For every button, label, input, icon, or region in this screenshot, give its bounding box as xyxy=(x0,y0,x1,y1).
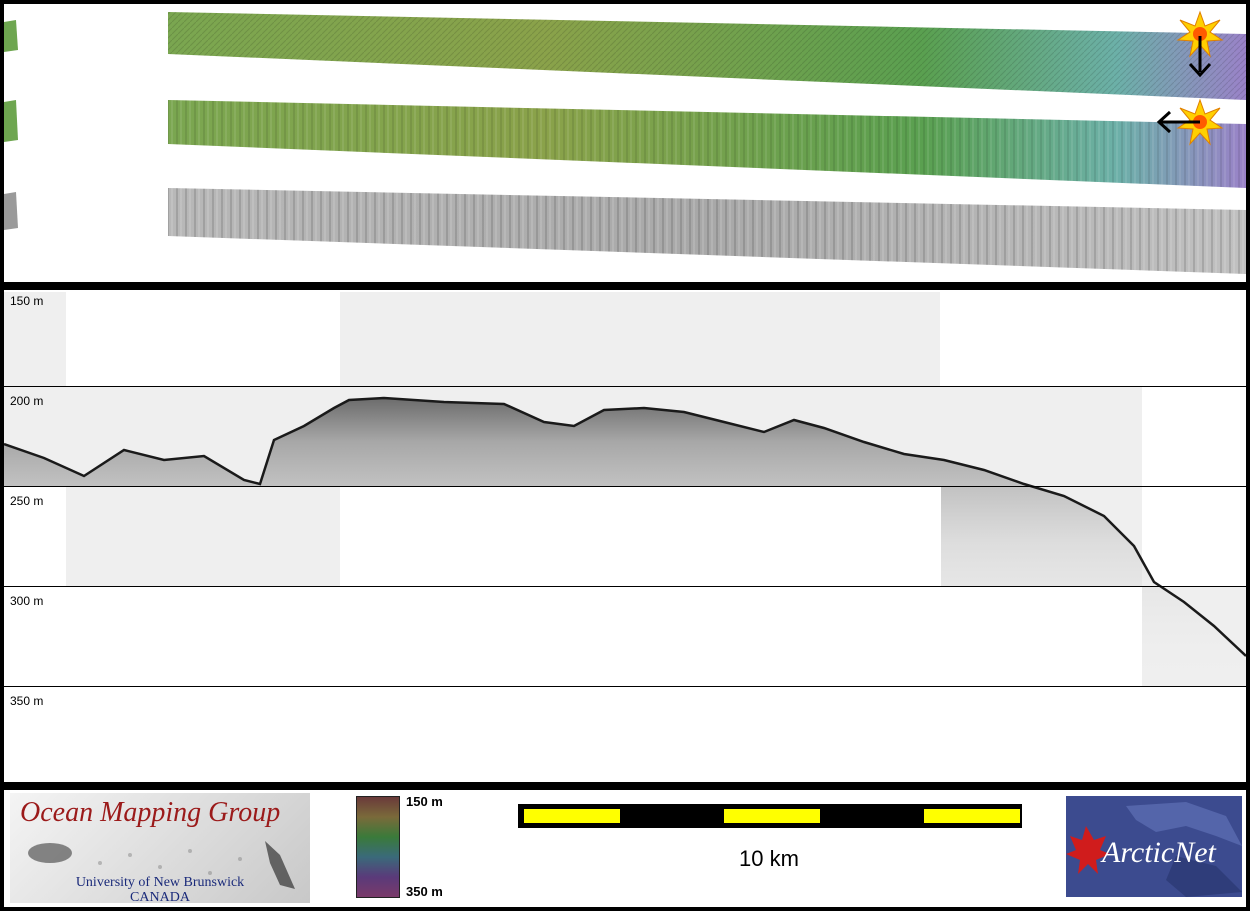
arcticnet-logo: ArcticNet xyxy=(1066,796,1242,897)
depth-gridline xyxy=(4,586,1246,587)
echo-block xyxy=(66,486,340,586)
swath-fragment-3 xyxy=(4,192,18,230)
depth-label-150: 150 m xyxy=(10,294,44,308)
maple-leaf-icon xyxy=(1066,826,1110,874)
swath-panel xyxy=(4,4,1246,282)
footer-panel: Ocean Mapping Group University of New Br… xyxy=(4,790,1246,907)
seabed-profile xyxy=(4,396,1246,686)
colorbar-bottom-label: 350 m xyxy=(406,884,443,899)
swath-fragment-2 xyxy=(4,100,18,142)
ocean-mapping-group-logo: Ocean Mapping Group University of New Br… xyxy=(10,793,310,905)
scale-segment xyxy=(724,809,820,823)
depth-label-250: 250 m xyxy=(10,494,44,508)
scale-segment xyxy=(924,809,1020,823)
swath-strips xyxy=(4,10,1246,274)
depth-colorbar xyxy=(356,796,400,898)
depth-gridline xyxy=(4,686,1246,687)
omg-title: Ocean Mapping Group xyxy=(20,797,281,828)
depth-label-200: 200 m xyxy=(10,394,44,408)
colorbar-top-label: 150 m xyxy=(406,794,443,809)
arrow-down-icon xyxy=(1188,36,1212,78)
scale-segment xyxy=(524,809,620,823)
echo-block xyxy=(340,292,940,386)
omg-country: CANADA xyxy=(130,890,190,905)
arrow-left-icon xyxy=(1156,110,1200,134)
depth-label-300: 300 m xyxy=(10,594,44,608)
depth-gridline xyxy=(4,386,1246,387)
omg-university: University of New Brunswick xyxy=(75,875,245,890)
scale-bar xyxy=(518,804,1022,828)
echo-block xyxy=(4,292,66,386)
swath-fragment-1 xyxy=(4,20,18,52)
depth-label-350: 350 m xyxy=(10,694,44,708)
scale-label: 10 km xyxy=(739,846,799,871)
arcticnet-text: ArcticNet xyxy=(1102,836,1216,869)
omg-logo-image xyxy=(28,841,295,889)
echo-profile-panel: 150 m 200 m 250 m 300 m 350 m xyxy=(4,290,1246,782)
depth-gridline xyxy=(4,486,1246,487)
